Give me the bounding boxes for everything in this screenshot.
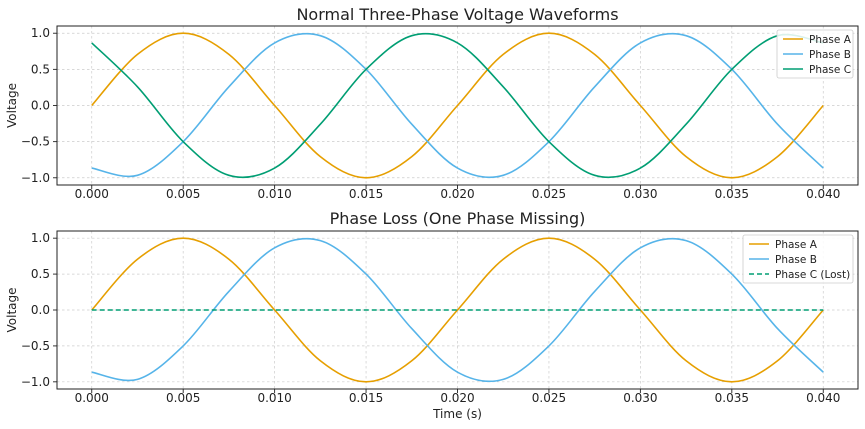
x-tick-label: 0.010 (257, 187, 291, 201)
chart-normal-three-phase: Normal Three-Phase Voltage Waveforms Vol… (5, 5, 859, 201)
x-tick-label: 0.000 (75, 391, 109, 405)
x-tick-label: 0.040 (806, 187, 840, 201)
y-tick-label: 1.0 (31, 26, 50, 40)
x-tick-label: 0.020 (440, 391, 474, 405)
x-tick-label: 0.005 (166, 187, 200, 201)
chart-phase-loss: Phase Loss (One Phase Missing) Voltage T… (5, 209, 859, 421)
legend-label: Phase A (809, 34, 852, 46)
legend-box (776, 29, 854, 79)
x-axis-label: Time (s) (432, 407, 482, 421)
legend: Phase A Phase B Phase C (776, 29, 854, 79)
series-line-phase-c (91, 32, 824, 179)
y-tick-label: 0.5 (31, 267, 50, 281)
x-tick-label: 0.015 (349, 187, 383, 201)
series-line-phase-b (91, 32, 824, 179)
chart-title: Normal Three-Phase Voltage Waveforms (296, 5, 618, 24)
legend-label: Phase C (809, 64, 851, 76)
series-line-phase-a (91, 32, 824, 179)
x-tick-label: 0.030 (623, 187, 657, 201)
x-tick-label: 0.035 (715, 187, 749, 201)
legend-box (742, 234, 854, 284)
legend-label: Phase C (Lost) (775, 269, 850, 281)
y-tick-label: −1.0 (21, 171, 50, 185)
chart-title: Phase Loss (One Phase Missing) (330, 209, 586, 228)
y-axis-label: Voltage (5, 83, 19, 128)
x-tick-label: 0.035 (715, 391, 749, 405)
x-tick-label: 0.005 (166, 391, 200, 405)
x-tick-label: 0.040 (806, 391, 840, 405)
y-tick-label: −0.5 (21, 339, 50, 353)
y-tick-label: −0.5 (21, 135, 50, 149)
legend: Phase A Phase B Phase C (Lost) (742, 234, 854, 284)
x-tick-label: 0.025 (532, 391, 566, 405)
axes: 0.000 0.005 0.010 0.015 0.020 0.025 0.030 0.035… (21, 230, 859, 405)
x-tick-label: 0.000 (75, 187, 109, 201)
x-tick-label: 0.025 (532, 187, 566, 201)
legend-label: Phase B (775, 254, 817, 266)
legend-label: Phase B (809, 49, 851, 61)
axes: 0.000 0.005 0.010 0.015 0.020 0.025 0.030 0.035… (21, 25, 859, 201)
x-tick-label: 0.015 (349, 391, 383, 405)
y-tick-label: 0.0 (31, 303, 50, 317)
series-line-phase-a (91, 237, 824, 383)
y-axis-label: Voltage (5, 287, 19, 332)
series-lines (91, 237, 824, 383)
x-tick-label: 0.030 (623, 391, 657, 405)
y-tick-label: 1.0 (31, 231, 50, 245)
x-tick-label: 0.010 (257, 391, 291, 405)
y-tick-label: 0.5 (31, 62, 50, 76)
legend-label: Phase A (775, 239, 818, 251)
series-line-phase-b (91, 237, 824, 383)
x-tick-label: 0.020 (440, 187, 474, 201)
y-tick-label: −1.0 (21, 375, 50, 389)
y-tick-label: 0.0 (31, 99, 50, 113)
series-lines (91, 32, 824, 179)
